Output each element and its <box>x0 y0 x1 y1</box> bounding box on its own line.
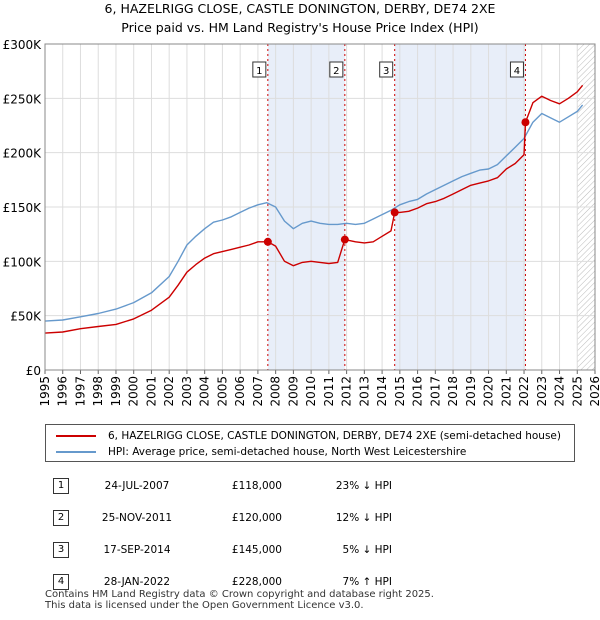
sale-label-box <box>329 61 344 78</box>
x-tick-label: 2013 <box>357 376 371 407</box>
property-price-line <box>45 84 584 334</box>
x-tick-label: 2021 <box>499 376 513 407</box>
footer: Contains HM Land Registry data © Crown c… <box>45 589 434 611</box>
y-tick-label: £100K <box>3 255 43 269</box>
x-tick-label: 2003 <box>180 376 194 407</box>
x-tick-label: 2026 <box>588 376 600 407</box>
x-tick-label: 2020 <box>482 376 496 407</box>
legend: 6, HAZELRIGG CLOSE, CASTLE DONINGTON, DE… <box>45 424 575 462</box>
x-tick-label: 2001 <box>144 376 158 407</box>
x-tick-label: 2005 <box>215 376 229 407</box>
table-row: 3 17-SEP-2014 £145,000 5% ↓ HPI <box>40 534 392 566</box>
price-chart: 6, HAZELRIGG CLOSE, CASTLE DONINGTON, DE… <box>3 1 600 407</box>
x-tick-label: 1998 <box>91 376 105 407</box>
table-row: 1 24-JUL-2007 £118,000 23% ↓ HPI <box>40 470 392 502</box>
x-tick-label: 2024 <box>553 376 567 407</box>
sale-date: 17-SEP-2014 <box>103 544 171 556</box>
x-tick-label: 2025 <box>570 376 584 407</box>
sale-number: 4 <box>53 574 69 590</box>
x-tick-label: 2018 <box>446 376 460 407</box>
legend-item-hpi: HPI: Average price, semi-detached house,… <box>46 444 466 460</box>
sales-table: 1 24-JUL-2007 £118,000 23% ↓ HPI 2 25-NO… <box>40 470 392 598</box>
x-tick-label: 2019 <box>464 376 478 407</box>
sale-number: 1 <box>53 478 69 494</box>
x-tick-label: 1997 <box>73 376 87 407</box>
x-tick-label: 2010 <box>304 376 318 407</box>
sale-point <box>390 208 399 217</box>
sale-price: £120,000 <box>231 512 282 524</box>
x-tick-label: 2014 <box>375 376 389 407</box>
sale-label: 3 <box>383 66 389 77</box>
sale-hpi-diff: 23% ↓ HPI <box>335 480 392 492</box>
sale-hpi-diff: 5% ↓ HPI <box>342 544 392 556</box>
y-tick-label: £200K <box>3 147 43 161</box>
sale-price: £228,000 <box>231 576 282 588</box>
y-tick-label: £0 <box>26 364 41 378</box>
x-tick-label: 2023 <box>535 376 549 407</box>
sale-point <box>340 235 349 244</box>
sale-price: £118,000 <box>231 480 282 492</box>
x-tick-label: 2006 <box>233 376 247 407</box>
sale-point <box>521 118 530 127</box>
table-row: 4 28-JAN-2022 £228,000 7% ↑ HPI <box>40 566 392 598</box>
sale-date: 24-JUL-2007 <box>104 480 170 492</box>
plot-frame <box>44 43 596 371</box>
sale-label: 2 <box>333 66 339 77</box>
sale-hpi-diff: 12% ↓ HPI <box>335 512 392 524</box>
sale-hpi-diff: 7% ↑ HPI <box>342 576 392 588</box>
sale-date: 25-NOV-2011 <box>101 512 173 524</box>
chart-subtitle: Price paid vs. HM Land Registry's House … <box>121 20 478 35</box>
x-tick-label: 1996 <box>56 376 70 407</box>
y-tick-label: £150K <box>3 201 43 215</box>
x-tick-label: 2011 <box>322 376 336 407</box>
sale-label-box <box>379 61 394 78</box>
legend-item-property: 6, HAZELRIGG CLOSE, CASTLE DONINGTON, DE… <box>46 428 561 444</box>
sale-label: 4 <box>514 66 520 77</box>
x-tick-label: 2016 <box>411 376 425 407</box>
chart-title: 6, HAZELRIGG CLOSE, CASTLE DONINGTON, DE… <box>105 1 496 16</box>
footer-licence: This data is licensed under the Open Gov… <box>45 600 364 611</box>
x-tick-label: 2017 <box>428 376 442 407</box>
legend-swatch-hpi <box>56 451 96 453</box>
table-row: 2 25-NOV-2011 £120,000 12% ↓ HPI <box>40 502 392 534</box>
legend-label-property: 6, HAZELRIGG CLOSE, CASTLE DONINGTON, DE… <box>108 430 561 442</box>
x-tick-label: 2009 <box>286 376 300 407</box>
legend-label-hpi: HPI: Average price, semi-detached house,… <box>108 446 467 458</box>
x-tick-label: 1999 <box>109 376 123 407</box>
y-tick-label: £250K <box>3 92 43 106</box>
x-tick-label: 2000 <box>127 376 141 407</box>
y-tick-label: £300K <box>3 38 43 52</box>
sale-number: 2 <box>53 510 69 526</box>
x-tick-label: 2015 <box>393 376 407 407</box>
sale-label-box <box>509 61 524 78</box>
sale-point <box>263 237 272 246</box>
sale-label: 1 <box>256 66 262 77</box>
sale-price: £145,000 <box>231 544 282 556</box>
sale-date: 28-JAN-2022 <box>103 576 171 588</box>
x-tick-label: 1995 <box>38 376 52 407</box>
footer-copyright: Contains HM Land Registry data © Crown c… <box>45 589 434 600</box>
y-tick-label: £50K <box>10 310 42 324</box>
x-tick-label: 2002 <box>162 376 176 407</box>
x-tick-label: 2022 <box>517 376 531 407</box>
legend-swatch-property <box>56 435 96 437</box>
x-tick-label: 2008 <box>269 376 283 407</box>
x-tick-label: 2007 <box>251 376 265 407</box>
x-tick-label: 2004 <box>198 376 212 407</box>
sale-label-box <box>252 61 267 78</box>
x-tick-label: 2012 <box>340 376 354 407</box>
sale-number: 3 <box>53 542 69 558</box>
hpi-line <box>45 104 584 322</box>
